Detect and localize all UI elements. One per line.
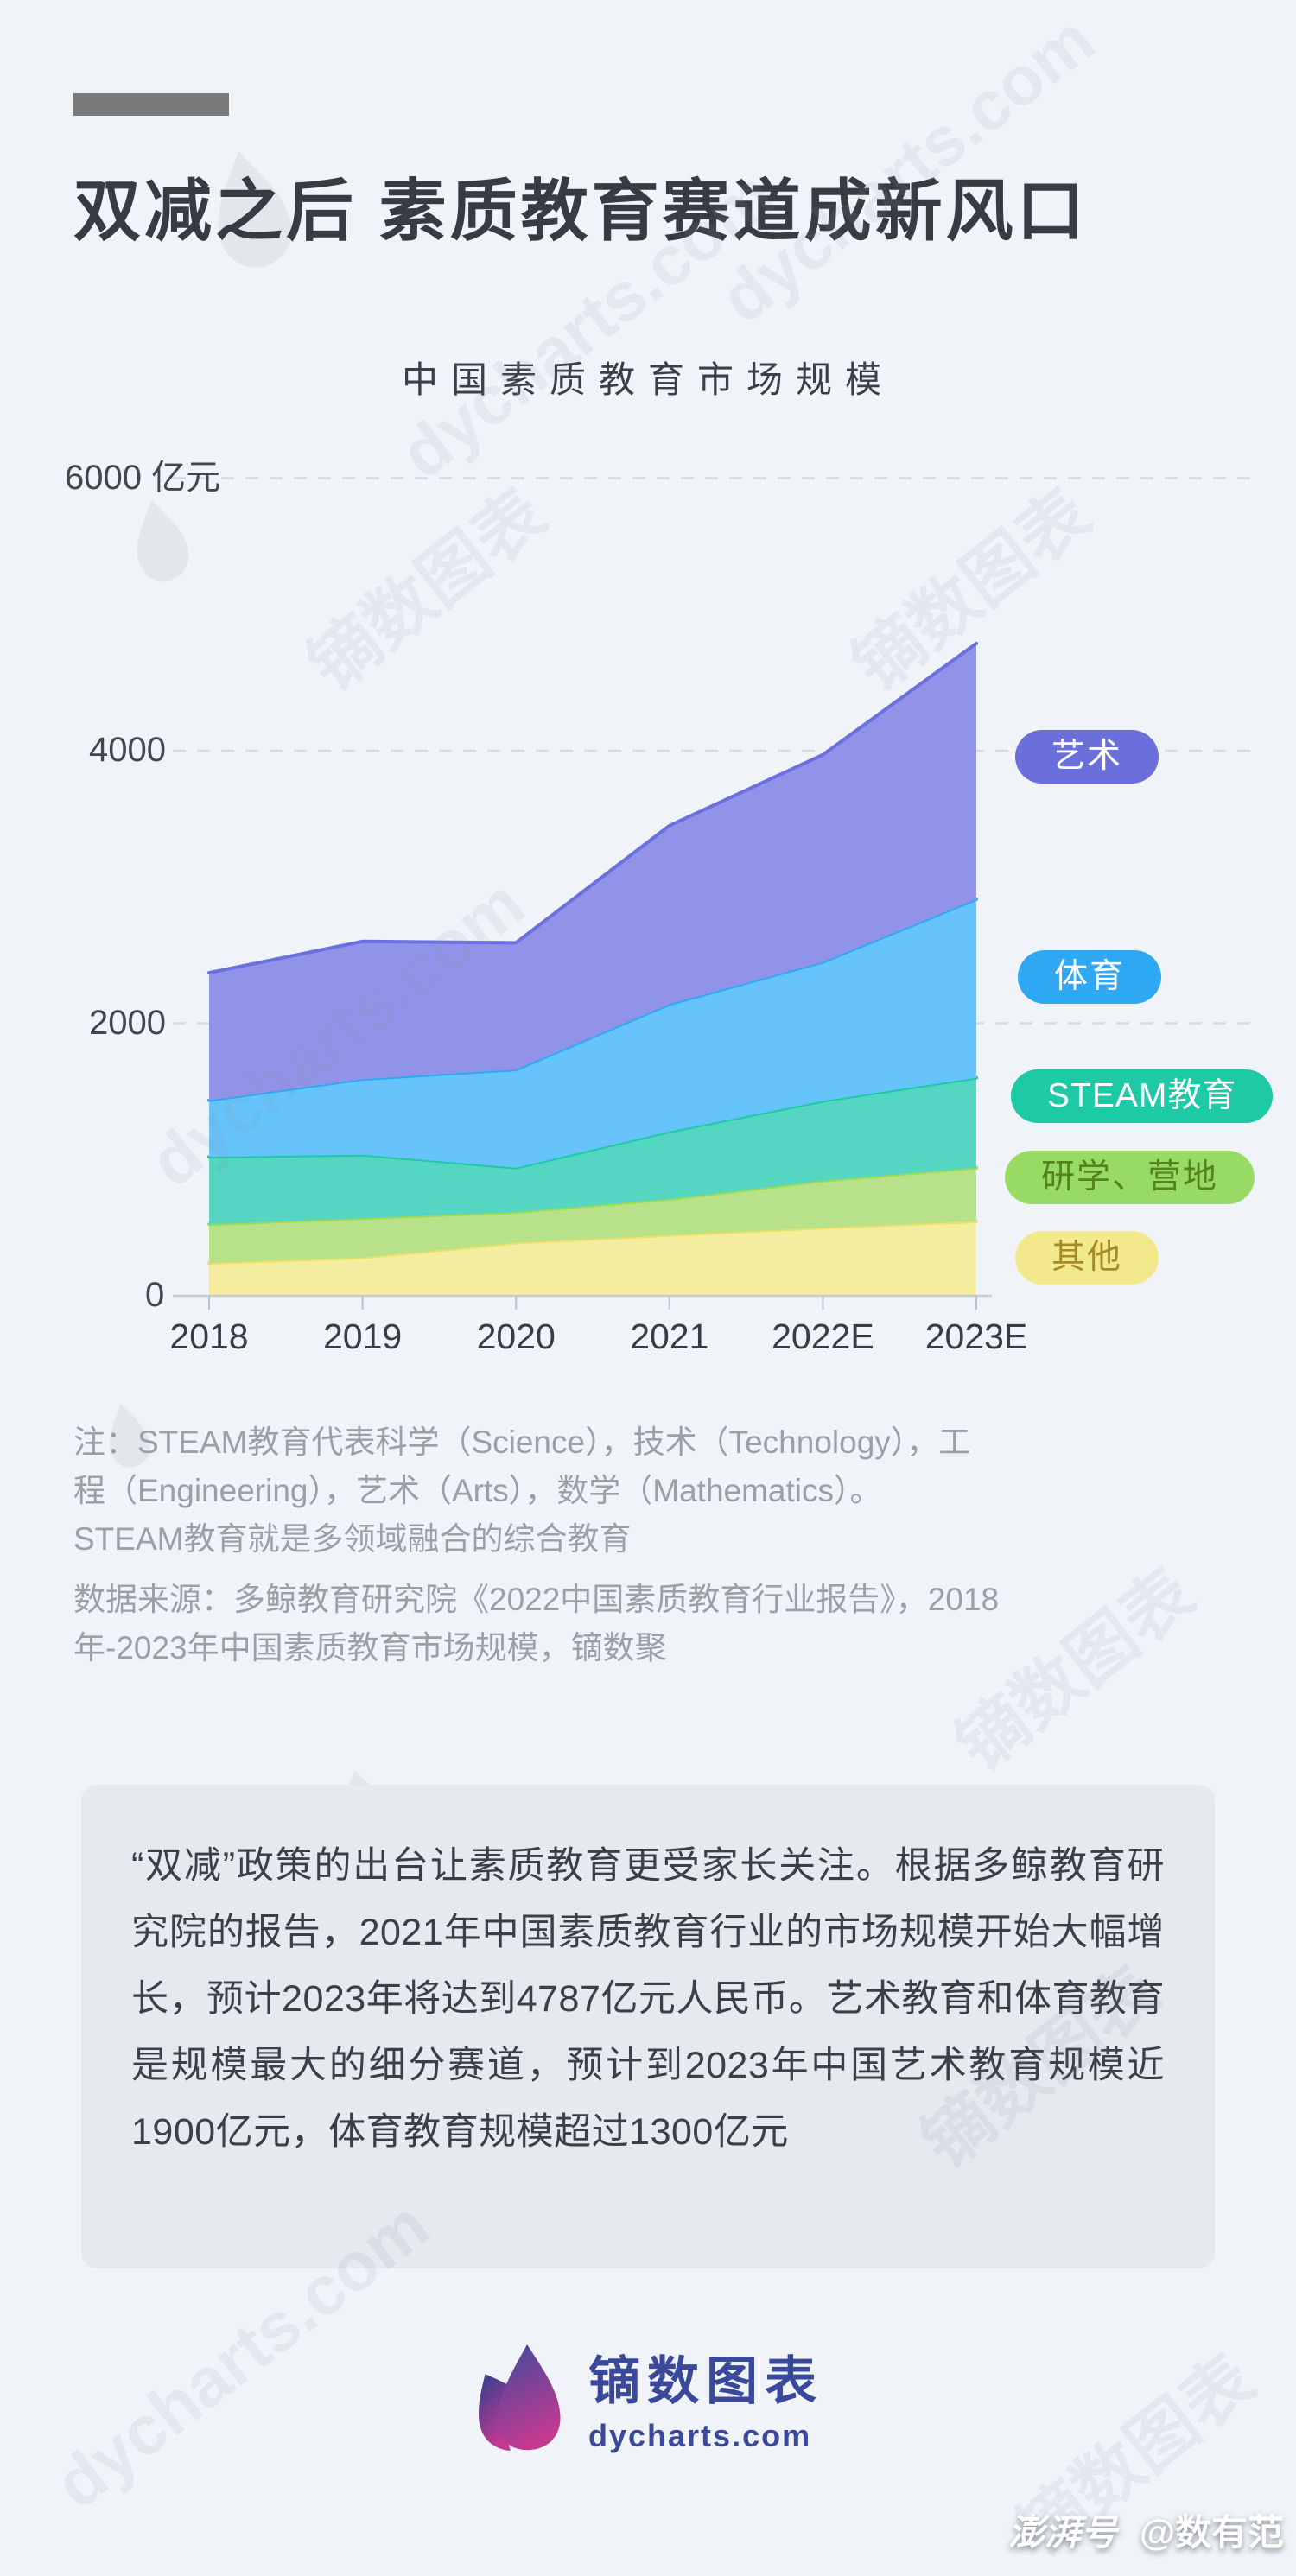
dycharts-logo-icon	[479, 2344, 561, 2451]
legend-pill-steam: STEAM教育	[1011, 1069, 1274, 1123]
area-band-艺术	[209, 643, 976, 1101]
brand-name: 镝数图表	[588, 2353, 823, 2410]
y-axis-tick-0: 0	[145, 1276, 165, 1314]
area-band-体育	[209, 898, 976, 1168]
droplet-watermark	[769, 1010, 832, 1109]
legend-pill-camp: 研学、营地	[1005, 1151, 1255, 1204]
area-stroke-STEAM教育	[207, 1075, 978, 1170]
legend-pill-sport: 体育	[1018, 950, 1162, 1004]
chart-title: 中国素质教育市场规模	[401, 359, 894, 400]
publisher-watermark: 澎湃号 @数有范	[1008, 2503, 1284, 2556]
area-stroke-研学、营地	[207, 1165, 978, 1227]
x-axis-label-2019: 2019	[322, 1317, 403, 1356]
x-axis-label-2021: 2021	[630, 1317, 709, 1356]
legend-pill-other: 其他	[1015, 1231, 1159, 1285]
area-band-STEAM教育	[209, 1077, 976, 1225]
y-tick-value: 6000	[65, 459, 142, 497]
source-line: 年-2023年中国素质教育市场规模，镝数聚	[73, 1630, 667, 1666]
accent-bar	[73, 93, 229, 116]
publisher-account: @数有范	[1140, 2512, 1284, 2553]
brand-watermark: 镝数图表	[838, 474, 1104, 706]
area-stroke-体育	[207, 897, 978, 1102]
x-axis-label-2020: 2020	[476, 1317, 556, 1356]
x-axis-labels: 2018 2019 2020 2021 2022E 2023E	[0, 1317, 1296, 1368]
x-axis-label-2022E: 2022E	[772, 1317, 874, 1356]
brand-watermark: 镝数图表	[294, 474, 560, 706]
brand-url: dycharts.com	[588, 2418, 812, 2453]
diagonal-watermark: dycharts.com	[136, 864, 538, 1202]
footer-brand: 镝数图表 dycharts.com	[0, 2339, 1296, 2454]
y-axis-tick-2000: 2000	[89, 1004, 166, 1042]
note-line: 程（Engineering），艺术（Arts），数学（Mathematics）。	[73, 1473, 882, 1508]
area-band-其他	[209, 1221, 976, 1296]
x-axis-label-2018: 2018	[169, 1317, 249, 1356]
x-axis-label-2023E: 2023E	[924, 1317, 1028, 1356]
summary-card: “双减”政策的出台让素质教育更受家长关注。根据多鲸教育研究院的报告，2021年中…	[81, 1785, 1215, 2268]
page-title: 双减之后 素质教育赛道成新风口	[73, 173, 1088, 249]
summary-text: “双减”政策的出台让素质教育更受家长关注。根据多鲸教育研究院的报告，2021年中…	[131, 1845, 1165, 2153]
y-axis-tick-6000: 6000 亿元	[65, 454, 220, 501]
area-stroke-其他	[207, 1219, 978, 1266]
note-line: 注：STEAM教育代表科学（Science），技术（Technology），工	[73, 1424, 971, 1460]
chart-notes: 注：STEAM教育代表科学（Science），技术（Technology），工 …	[73, 1418, 1248, 1672]
area-stroke-艺术	[207, 641, 978, 975]
area-band-研学、营地	[209, 1167, 976, 1264]
y-axis-unit: 亿元	[141, 459, 221, 497]
source-line: 数据来源：多鲸教育研究院《2022中国素质教育行业报告》，2018	[73, 1582, 1000, 1617]
legend-pill-art: 艺术	[1015, 730, 1159, 784]
y-axis-tick-4000: 4000	[89, 731, 166, 769]
droplet-watermark	[137, 499, 189, 581]
note-line: STEAM教育就是多领域融合的综合教育	[73, 1521, 632, 1557]
publisher-name: 澎湃号	[1008, 2512, 1118, 2553]
